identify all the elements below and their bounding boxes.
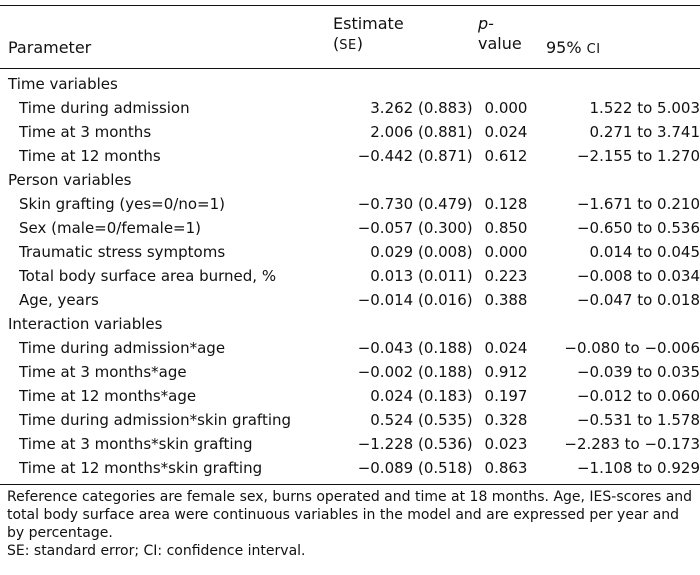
estimate-cell: 3.262 (0.883) [370,99,473,117]
pvalue-cell: 0.024 [484,123,528,141]
group-label: Interaction variables [8,315,163,333]
table-row: Time during admission*age −0.043 (0.188)… [0,336,700,360]
ci-cell: −2.155 to 1.270 [576,147,700,165]
table-row: Time at 12 months*skin grafting −0.089 (… [0,456,700,480]
header-parameter: Parameter [8,38,92,57]
estimate-cell: 0.013 (0.011) [370,267,473,285]
ci-cell: −2.283 to −0.173 [564,435,700,453]
estimate-cell: −0.014 (0.016) [357,291,473,309]
ci-cell: −0.080 to −0.006 [564,339,700,357]
footnote-abbreviations: SE: standard error; CI: confidence inter… [7,543,306,559]
parameter-cell: Total body surface area burned, % [19,267,277,285]
table-row: Time at 12 months −0.442 (0.871) 0.612 −… [0,144,700,168]
ci-cell: −0.531 to 1.578 [576,411,700,429]
ci-cell: −1.108 to 0.929 [576,459,700,477]
estimate-cell: −1.228 (0.536) [357,435,473,453]
header-estimate: Estimate (SE) [333,14,404,56]
table-row: Sex (male=0/female=1) −0.057 (0.300) 0.8… [0,216,700,240]
header-pvalue: p- value [478,14,522,54]
pvalue-cell: 0.912 [484,363,528,381]
parameter-cell: Time at 3 months [19,123,152,141]
group-label: Time variables [8,75,118,93]
parameter-cell: Sex (male=0/female=1) [19,219,202,237]
estimate-cell: 2.006 (0.881) [370,123,473,141]
table-row: Skin grafting (yes=0/no=1) −0.730 (0.479… [0,192,700,216]
ci-cell: −0.012 to 0.060 [576,387,700,405]
paren-open: ( [333,34,340,53]
pvalue-cell: 0.328 [484,411,528,429]
table-row: Total body surface area burned, % 0.013 … [0,264,700,288]
table-row: Time at 3 months*age −0.002 (0.188) 0.91… [0,360,700,384]
ci-cell: −0.008 to 0.034 [576,267,700,285]
pvalue-cell: 0.612 [484,147,528,165]
pvalue-cell: 0.024 [484,339,528,357]
ci-cell: −0.047 to 0.018 [576,291,700,309]
pvalue-cell: 0.197 [484,387,528,405]
estimate-cell: −0.730 (0.479) [357,195,473,213]
data-table: Time variables Time during admission 3.2… [0,72,700,480]
header-pvalue-line2: value [478,34,522,53]
table-row: Time at 12 months*age 0.024 (0.183) 0.19… [0,384,700,408]
table-row: Time at 3 months 2.006 (0.881) 0.024 0.2… [0,120,700,144]
ci-cell: −0.039 to 0.035 [576,363,700,381]
estimate-cell: −0.002 (0.188) [357,363,473,381]
pvalue-cell: 0.000 [484,243,528,261]
parameter-cell: Time during admission*age [19,339,226,357]
table-footnotes: Reference categories are female sex, bur… [7,488,697,560]
pvalue-cell: 0.863 [484,459,528,477]
parameter-cell: Skin grafting (yes=0/no=1) [19,195,225,213]
header-pvalue-line1: p- [478,14,494,33]
footnote-reference: Reference categories are female sex, bur… [7,489,693,541]
ci-cell: 0.014 to 0.045 [589,243,700,261]
paren-close: ) [356,34,363,53]
estimate-cell: −0.043 (0.188) [357,339,473,357]
table-row: Age, years −0.014 (0.016) 0.388 −0.047 t… [0,288,700,312]
parameter-cell: Time during admission*skin grafting [19,411,292,429]
header-se: SE [339,38,357,53]
group-label: Person variables [8,171,132,189]
parameter-cell: Age, years [19,291,99,309]
header-estimate-line1: Estimate [333,14,404,33]
estimate-cell: 0.029 (0.008) [370,243,473,261]
pvalue-cell: 0.850 [484,219,528,237]
estimate-cell: −0.057 (0.300) [357,219,473,237]
parameter-cell: Time at 3 months*age [19,363,187,381]
header-rule [0,68,700,69]
parameter-cell: Time at 3 months*skin grafting [19,435,253,453]
header-ci: 95% CI [546,38,601,60]
ci-cell: 1.522 to 5.003 [589,99,700,117]
pvalue-cell: 0.000 [484,99,528,117]
ci-cell: 0.271 to 3.741 [589,123,700,141]
top-rule [0,5,700,6]
parameter-cell: Time at 12 months*age [19,387,197,405]
ci-cell: −1.671 to 0.210 [576,195,700,213]
table-row: Time during admission 3.262 (0.883) 0.00… [0,96,700,120]
ci-cell: −0.650 to 0.536 [576,219,700,237]
bottom-rule [0,484,700,485]
parameter-cell: Time at 12 months*skin grafting [19,459,263,477]
table-row: Time at 3 months*skin grafting −1.228 (0… [0,432,700,456]
pvalue-cell: 0.388 [484,291,528,309]
parameter-cell: Traumatic stress symptoms [19,243,226,261]
pvalue-cell: 0.128 [484,195,528,213]
estimate-cell: 0.024 (0.183) [370,387,473,405]
table-row: Traumatic stress symptoms 0.029 (0.008) … [0,240,700,264]
header-estimate-line2: (SE) [333,34,404,56]
header-ci-abbrev: CI [586,42,601,57]
pvalue-cell: 0.223 [484,267,528,285]
pvalue-cell: 0.023 [484,435,528,453]
table-row: Time during admission*skin grafting 0.52… [0,408,700,432]
estimate-cell: −0.442 (0.871) [357,147,473,165]
parameter-cell: Time during admission [19,99,190,117]
parameter-cell: Time at 12 months [19,147,161,165]
header-ci-prefix: 95% [546,38,587,57]
estimate-cell: −0.089 (0.518) [357,459,473,477]
estimate-cell: 0.524 (0.535) [370,411,473,429]
